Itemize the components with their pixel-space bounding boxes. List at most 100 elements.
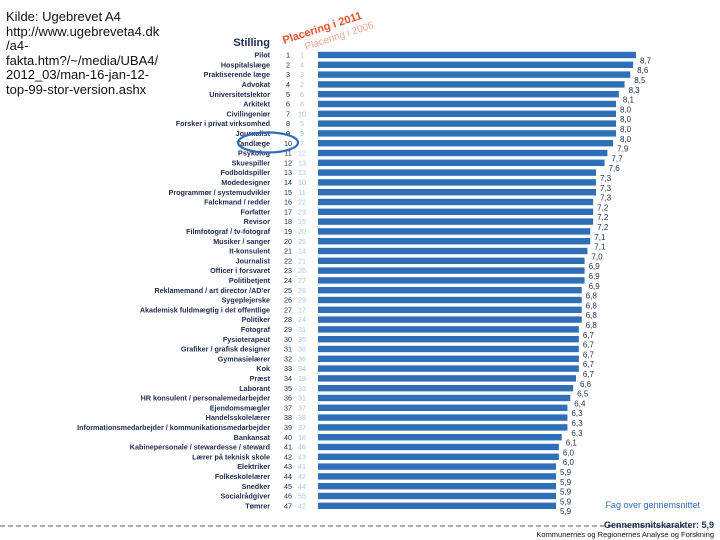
value-label: 7,1: [594, 233, 606, 242]
value-label: 5,9: [560, 478, 572, 487]
value-label: 6,7: [583, 360, 595, 369]
chart-credit: Kommunernes og Regionernes Analyse og Fo…: [536, 530, 714, 539]
rank-2011: 29: [284, 325, 292, 334]
rank-2006: 10: [298, 109, 306, 118]
rank-2011: 31: [284, 345, 292, 354]
rank-2006: 42: [298, 472, 306, 481]
rank-2006: 43: [298, 452, 306, 461]
row-label: Modedesigner: [221, 178, 270, 187]
value-label: 7,3: [600, 174, 612, 183]
bar: [318, 296, 582, 304]
rank-2006: 1: [300, 51, 304, 60]
row-label: Fotograf: [241, 325, 271, 334]
rank-2011: 30: [284, 335, 292, 344]
value-label: 7,2: [597, 213, 609, 222]
value-label: 5,9: [560, 468, 572, 477]
rank-2011: 21: [284, 247, 292, 256]
row-label: Tømrer: [245, 501, 270, 510]
value-label: 7,7: [611, 154, 623, 163]
bar: [318, 424, 568, 431]
value-label: 6,7: [583, 350, 595, 359]
rank-2006: 21: [298, 256, 306, 265]
rank-2011: 40: [284, 433, 292, 442]
row-label: Socialrådgiver: [220, 492, 270, 501]
value-label: 6,3: [571, 429, 583, 438]
row-label: Revisor: [244, 217, 271, 226]
bar: [318, 365, 579, 372]
value-label: 5,9: [560, 507, 572, 516]
value-label: 7,6: [609, 164, 621, 173]
row-label: Praktiserende læge: [204, 70, 270, 79]
rank-2006: 12: [298, 149, 306, 158]
value-label: 6,7: [583, 370, 595, 379]
row-label: Ejendomsmægler: [210, 403, 271, 412]
row-label: It-konsulent: [229, 247, 270, 256]
value-label: 7,0: [591, 252, 603, 261]
row-label: Advokat: [242, 80, 271, 89]
rank-2011: 24: [284, 276, 292, 285]
row-label: Reklamemand / art director /AD'er: [154, 286, 270, 295]
rank-2006: 37: [298, 403, 306, 412]
value-label: 8,3: [629, 86, 641, 95]
value-label: 6,9: [589, 272, 601, 281]
value-label: 7,3: [600, 184, 612, 193]
row-label: Fysioterapeut: [223, 335, 271, 344]
bar: [318, 159, 605, 166]
bar: [318, 179, 596, 186]
row-label: Skuespiller: [232, 158, 271, 167]
rank-2006: 2: [300, 80, 304, 89]
rank-2011: 1: [286, 51, 290, 60]
bar: [318, 336, 579, 343]
bar: [318, 345, 579, 353]
row-label: Tandlæge: [237, 139, 270, 148]
bar: [318, 71, 631, 78]
rank-2006: 26: [298, 266, 306, 275]
row-label: Pilot: [254, 51, 270, 60]
row-label: Bankansat: [234, 433, 271, 442]
rank-2011: 45: [284, 482, 292, 491]
rank-2006: 34: [298, 364, 306, 373]
row-label: Programmør / systemudvikler: [169, 188, 271, 197]
value-label: 7,3: [600, 194, 612, 203]
rank-2011: 27: [284, 305, 292, 314]
bar: [318, 473, 556, 480]
value-label: 6,0: [563, 448, 575, 457]
bar: [318, 208, 594, 215]
row-label: Psykolog: [238, 149, 270, 158]
rank-2006: 41: [298, 462, 306, 471]
rank-2011: 44: [284, 472, 292, 481]
rank-2006: 46: [298, 443, 306, 452]
rank-2011: 2: [286, 60, 290, 69]
value-label: 7,2: [597, 223, 609, 232]
legend-label: Fag over gennemsnittet: [605, 500, 700, 510]
rank-2011: 43: [284, 462, 292, 471]
rank-2006: 29: [298, 296, 306, 305]
rank-2006: 13: [298, 168, 306, 177]
row-label: Snedker: [242, 482, 271, 491]
value-label: 6,8: [586, 311, 598, 320]
rank-2011: 18: [284, 217, 292, 226]
rank-2011: 33: [284, 364, 292, 373]
bar: [318, 492, 556, 500]
rank-2006: 44: [298, 482, 306, 491]
rank-2006: 13: [298, 158, 306, 167]
value-label: 6,1: [566, 439, 578, 448]
bar: [318, 434, 562, 441]
rank-2006: 18: [298, 433, 306, 442]
row-label: Folkeskolelærer: [215, 472, 270, 481]
rank-2011: 47: [284, 501, 292, 510]
bar: [318, 189, 596, 196]
bar: [318, 149, 608, 157]
row-label: Kabinepersonale / stewardesse / steward: [130, 443, 270, 452]
row-label: Hospitalslæge: [221, 60, 270, 69]
bar: [318, 110, 616, 117]
rank-2006: 19: [298, 374, 306, 383]
bar: [318, 140, 614, 147]
bar: [318, 414, 568, 421]
bar: [318, 130, 616, 137]
rank-2011: 12: [284, 158, 292, 167]
bar: [318, 483, 556, 490]
rank-2006: 10: [298, 178, 306, 187]
rank-2006: 5: [300, 119, 304, 128]
